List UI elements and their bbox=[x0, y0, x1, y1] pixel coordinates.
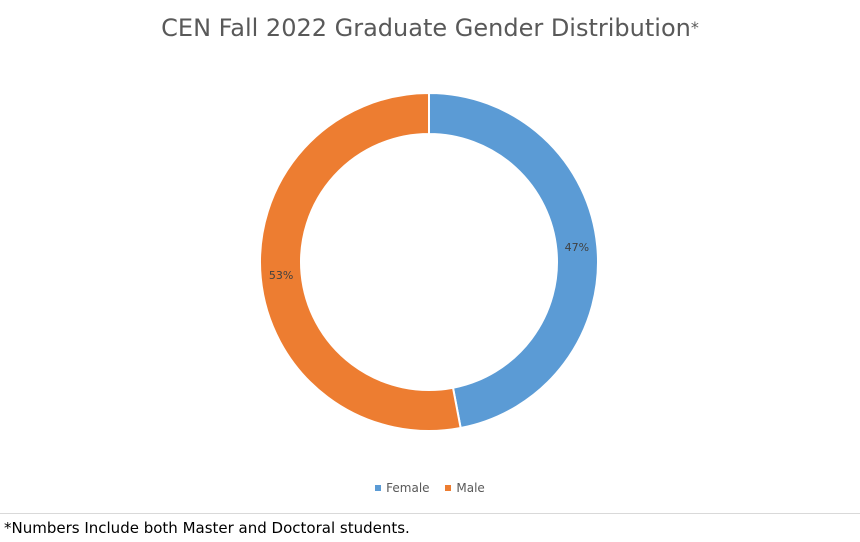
legend-swatch-female bbox=[375, 484, 382, 491]
donut-labels: 47% 53% bbox=[269, 241, 589, 282]
legend-label-female: Female bbox=[386, 481, 430, 495]
footnote-divider bbox=[0, 513, 860, 514]
chart-title-text: CEN Fall 2022 Graduate Gender Distributi… bbox=[161, 14, 691, 42]
donut-slices bbox=[259, 91, 600, 432]
chart-area: CEN Fall 2022 Graduate Gender Distributi… bbox=[0, 14, 860, 495]
donut-chart: 47% 53% bbox=[259, 91, 600, 432]
legend-item-male: Male bbox=[445, 481, 485, 495]
legend-item-female: Female bbox=[375, 481, 430, 495]
legend: Female Male bbox=[0, 481, 860, 495]
slice-male bbox=[259, 91, 462, 432]
chart-title: CEN Fall 2022 Graduate Gender Distributi… bbox=[0, 14, 860, 42]
data-label-female: 47% bbox=[565, 241, 589, 254]
legend-swatch-male bbox=[445, 484, 452, 491]
data-label-male: 53% bbox=[269, 269, 293, 282]
footnote: *Numbers Include both Master and Doctora… bbox=[4, 519, 410, 537]
slice-female bbox=[428, 91, 600, 430]
chart-title-asterisk: * bbox=[690, 18, 699, 37]
legend-label-male: Male bbox=[456, 481, 485, 495]
